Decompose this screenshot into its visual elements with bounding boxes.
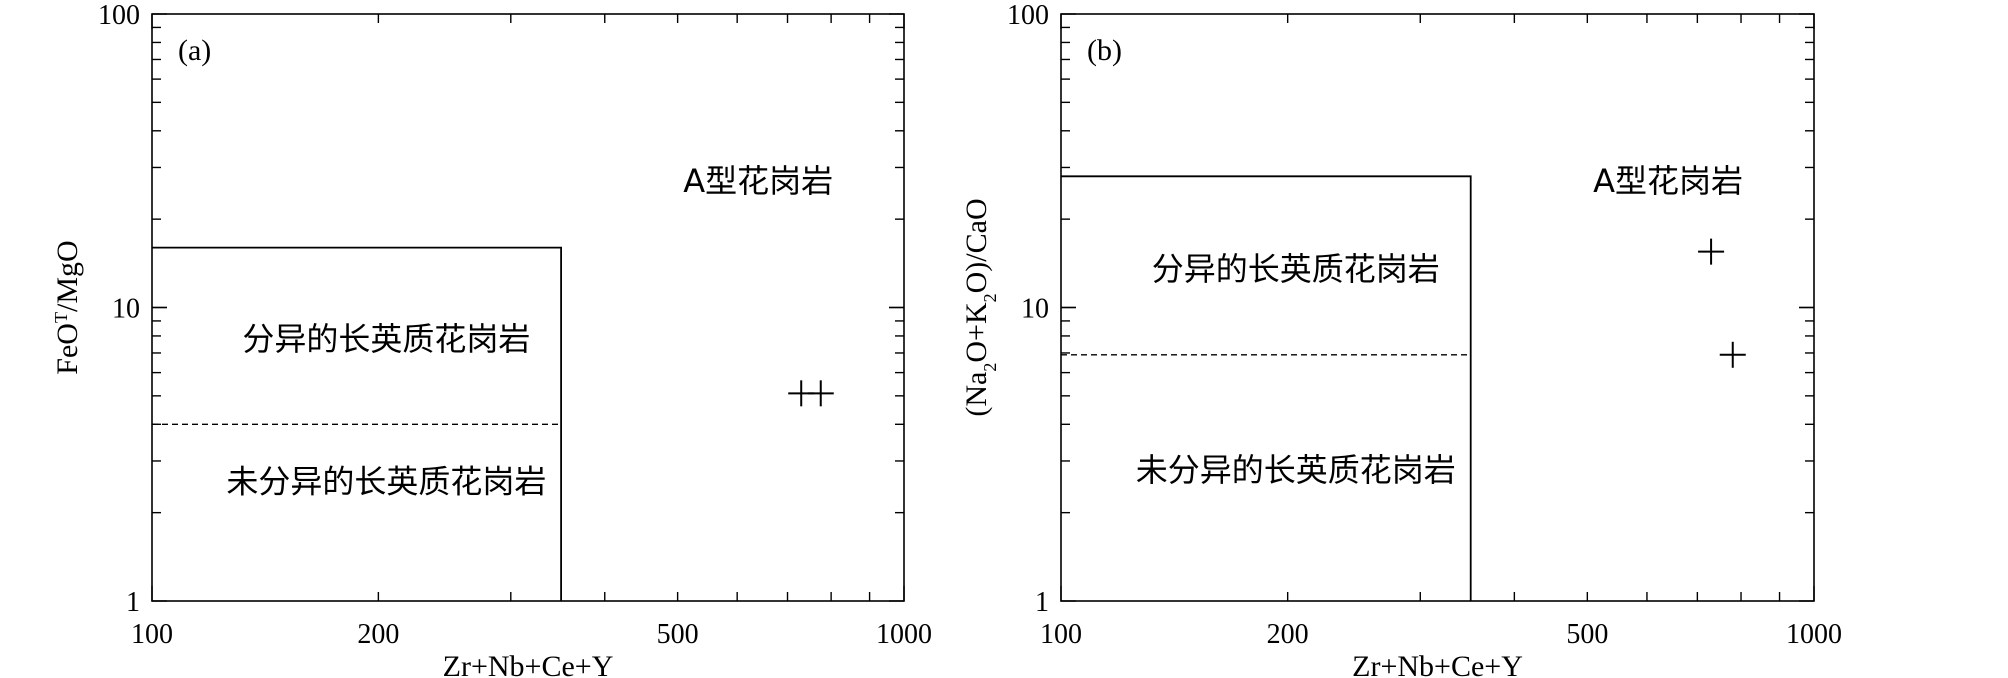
data-point — [1698, 238, 1725, 265]
x-tick-label: 1000 — [876, 619, 932, 650]
plot-frame — [151, 13, 905, 602]
region-label: A型花岗岩 — [1593, 162, 1743, 200]
panel-label: (b) — [1087, 34, 1122, 67]
region-label: 分异的长英质花岗岩 — [1152, 250, 1440, 288]
y-axis-label: FeOT/MgO — [51, 240, 84, 374]
x-tick-label: 500 — [657, 619, 699, 650]
data-point — [807, 380, 834, 407]
data-point — [1719, 341, 1746, 368]
x-tick-label: 100 — [131, 619, 173, 650]
region-label: 分异的长英质花岗岩 — [242, 320, 530, 358]
x-tick-label: 1000 — [1786, 619, 1842, 650]
x-tick-label: 500 — [1566, 619, 1608, 650]
panel-a: 100 200 500 1000 1 10 100 Zr+Nb+Ce+Y FeOT/MgO (a)… — [51, 0, 932, 678]
field-boundary — [1061, 175, 1472, 601]
y-tick-label: 100 — [1007, 0, 1049, 31]
y-axis-label: (Na2O+K2O)/CaO — [960, 198, 1000, 416]
region-label: 未分异的长英质花岗岩 — [226, 463, 546, 501]
field-boundary — [152, 246, 562, 601]
y-tick-label: 1 — [126, 587, 140, 618]
x-axis-label: Zr+Nb+Ce+Y — [443, 650, 614, 678]
plot-frame — [1060, 13, 1815, 602]
x-axis-label: Zr+Nb+Ce+Y — [1352, 650, 1523, 678]
region-label: 未分异的长英质花岗岩 — [1136, 451, 1456, 489]
panel-label: (a) — [178, 34, 211, 67]
x-tick-label: 100 — [1040, 619, 1082, 650]
region-label: A型花岗岩 — [683, 162, 833, 200]
y-tick-label: 10 — [112, 294, 140, 325]
y-tick-label: 1 — [1035, 587, 1049, 618]
panel-b: 100 200 500 1000 1 10 100 Zr+Nb+Ce+Y (Na2O+K2O)/… — [960, 0, 1842, 678]
x-tick-label: 200 — [1267, 619, 1309, 650]
x-tick-label: 200 — [357, 619, 399, 650]
y-tick-label: 10 — [1021, 294, 1049, 325]
y-tick-label: 100 — [98, 0, 140, 31]
